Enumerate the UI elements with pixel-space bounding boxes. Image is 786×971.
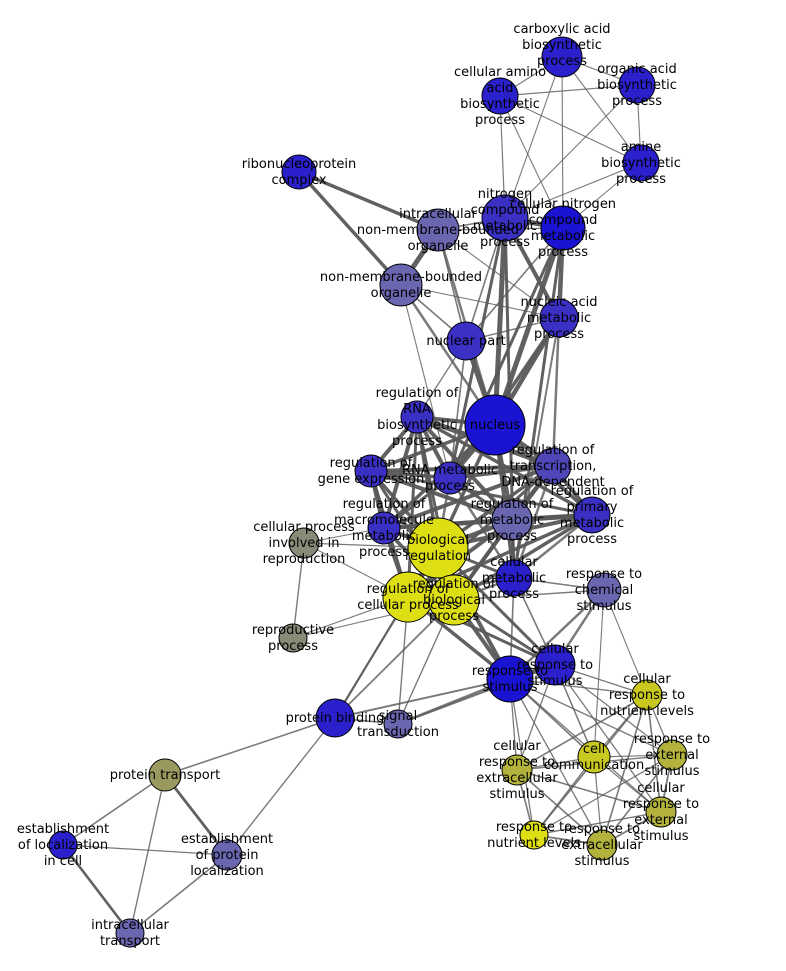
graph-edge [370,469,593,517]
graph-node[interactable] [115,918,145,948]
graph-edge [516,694,648,771]
graph-edge [334,678,511,719]
graph-node[interactable] [534,447,572,485]
graph-edge [601,694,648,846]
graph-node[interactable] [586,829,618,861]
graph-node[interactable] [656,739,688,771]
graph-node[interactable] [400,400,434,434]
graph-node[interactable] [407,517,469,579]
graph-node[interactable] [491,499,533,541]
graph-node[interactable] [622,144,660,182]
graph-node[interactable] [367,511,401,545]
graph-node[interactable] [382,571,434,623]
graph-edge [292,542,305,639]
graph-node[interactable] [416,208,460,252]
graph-node[interactable] [645,796,677,828]
graph-edge [298,170,439,232]
graph-node[interactable] [539,298,579,338]
graph-edge [129,774,166,934]
graph-edge [129,854,228,934]
graph-edge [504,162,642,219]
graph-edge [646,694,662,813]
graph-edge [504,56,563,219]
graph-node[interactable] [315,698,355,738]
graph-edge [533,811,662,836]
graph-node[interactable] [464,394,526,456]
graph-node[interactable] [211,839,243,871]
graph-node[interactable] [383,709,413,739]
graph-edge [226,717,336,856]
graph-node[interactable] [540,205,586,251]
graph-edge [601,754,673,846]
graph-node[interactable] [428,574,480,626]
graph-edge [334,599,455,719]
graph-node[interactable] [541,36,583,78]
graph-edge [603,589,648,696]
graph-node[interactable] [495,559,533,597]
graph-node[interactable] [48,830,78,860]
graph-edge [297,170,403,287]
graph-edge [400,284,560,319]
graph-edge [437,229,560,319]
graph-edge [561,56,564,229]
graph-edge [509,678,673,756]
graph-edge [593,589,605,758]
graph-node[interactable] [534,644,576,686]
graph-edge [164,717,336,776]
graph-edge [61,844,132,934]
graph-edge [492,217,508,426]
graph-node[interactable] [586,572,622,608]
graph-node[interactable] [618,66,656,104]
graph-edge [465,227,564,342]
nodes-layer[interactable] [48,36,688,948]
graph-edge [561,56,642,164]
graph-edge [492,227,566,426]
graph-edge [62,844,228,856]
graph-edge [499,84,638,97]
graph-node[interactable] [486,655,534,703]
graph-node[interactable] [148,758,182,792]
graph-node[interactable] [573,496,611,534]
graph-node[interactable] [281,154,317,190]
graph-node[interactable] [481,194,529,242]
graph-edge [504,84,638,219]
graph-node[interactable] [577,740,611,774]
graph-node[interactable] [631,679,663,711]
graph-node[interactable] [288,527,320,559]
graph-edge [554,664,673,756]
graph-edge [499,95,642,164]
graph-edge [509,678,603,846]
graph-node[interactable] [379,263,423,307]
graph-edge [448,477,516,579]
graph-node[interactable] [446,321,486,361]
graph-edge [551,317,561,467]
graph-edge [516,769,603,846]
graph-edge [516,769,662,813]
graph-edge [62,774,166,846]
edges-layer [61,56,673,934]
graph-node[interactable] [354,454,388,488]
graph-edge [554,664,662,813]
graph-edge [499,95,564,229]
graph-node[interactable] [501,754,533,786]
graph-node[interactable] [278,623,308,653]
graph-node[interactable] [519,820,549,850]
graph-edge [163,774,229,856]
graph-node[interactable] [481,77,519,115]
graph-node[interactable] [433,461,467,495]
graph-edge [370,469,513,522]
